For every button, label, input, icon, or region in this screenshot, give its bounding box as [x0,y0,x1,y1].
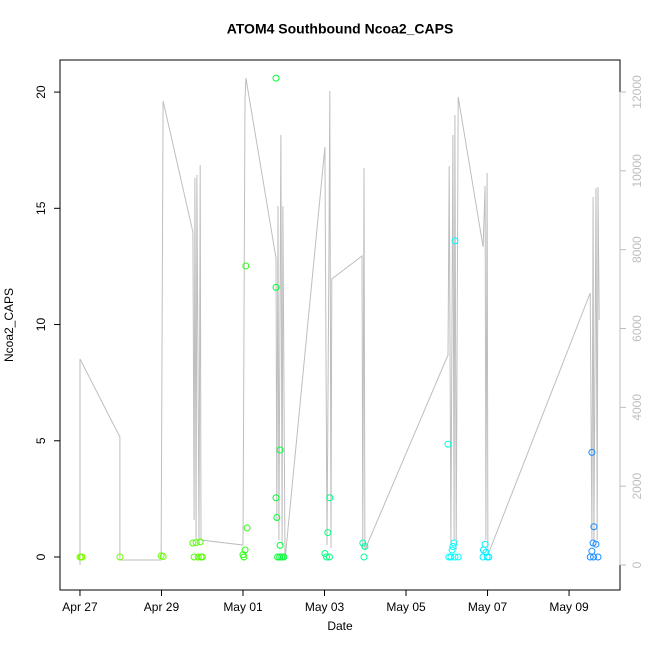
y2-tick-label: 6000 [630,315,644,342]
y-tick-label: 20 [34,85,48,99]
y-tick-label: 5 [34,437,48,444]
x-tick-label: Apr 27 [62,600,98,614]
point [451,553,459,561]
point [590,523,598,531]
y2-tick-label: 0 [630,561,644,568]
point [586,553,594,561]
point [321,550,329,558]
y-tick-label: 15 [34,201,48,215]
chart-title: ATOM4 Southbound Ncoa2_CAPS [227,21,454,37]
point [243,524,251,532]
y-tick-label: 0 [34,553,48,560]
point [451,237,459,245]
y2-tick-label: 12000 [630,75,644,109]
point [324,529,332,537]
point [272,283,280,291]
point [189,539,197,547]
point [361,543,369,551]
point [192,539,200,547]
y2-tick-label: 4000 [630,394,644,421]
point [272,74,280,82]
point [159,553,167,561]
point [326,494,334,502]
point [240,553,248,561]
point [454,553,462,561]
x-tick-label: May 05 [386,600,426,614]
y2-tick-label: 10000 [630,154,644,188]
x-axis-label: Date [327,619,353,633]
point [198,553,206,561]
x-tick-label: May 03 [305,600,345,614]
point [196,538,204,546]
point [280,553,288,561]
x-tick-label: May 01 [223,600,263,614]
point [592,540,600,548]
point [485,553,493,561]
x-tick-label: Apr 29 [144,600,180,614]
point [325,553,333,561]
point [278,553,286,561]
point [194,553,202,561]
y2-tick-label: 2000 [630,473,644,500]
point [323,553,331,561]
y-tick-label: 10 [34,318,48,332]
point [190,553,198,561]
point [444,440,452,448]
point [479,546,487,554]
point [588,448,596,456]
point [273,513,281,521]
point [116,553,124,561]
point [276,446,284,454]
point [594,553,602,561]
point [272,494,280,502]
point [449,543,457,551]
point [242,262,250,270]
point [78,553,86,561]
point [590,553,598,561]
point [450,539,458,547]
y-axis-label: Ncoa2_CAPS [2,288,16,362]
x-tick-label: May 07 [468,600,508,614]
point [359,539,367,547]
y2-tick-label: 8000 [630,236,644,263]
point [447,553,455,561]
point [360,553,368,561]
point [448,546,456,554]
x-tick-label: May 09 [549,600,589,614]
point [276,553,284,561]
point [241,546,249,554]
line-series [79,77,600,565]
point [276,541,284,549]
